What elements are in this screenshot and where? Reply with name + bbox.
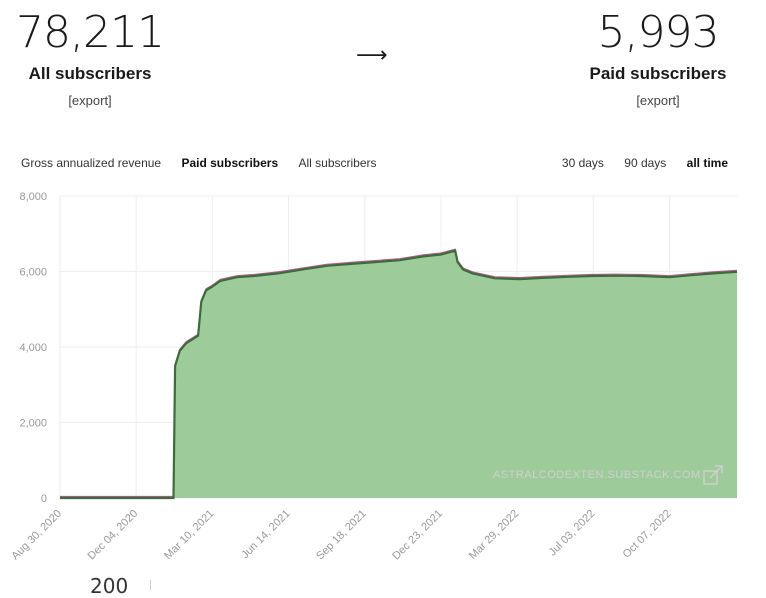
y-tick-label: 2,000: [19, 418, 47, 430]
x-tick-label: Sep 18, 2021: [314, 508, 369, 563]
x-tick-label: Mar 10, 2021: [162, 508, 216, 562]
tab-paid-subscribers[interactable]: Paid subscribers: [181, 156, 279, 170]
all-subscribers-stat: 78,211 All subscribers [export]: [0, 0, 200, 108]
tab-all-subscribers[interactable]: All subscribers: [298, 156, 377, 170]
paid-subscribers-stat: 5,993 Paid subscribers [export]: [548, 0, 766, 108]
paid-subscribers-count: 5,993: [597, 7, 720, 58]
chart-area-fill: [60, 250, 737, 498]
x-tick-label: Dec 04, 2020: [86, 508, 141, 563]
tab-30-days[interactable]: 30 days: [561, 156, 604, 170]
watermark-text: ASTRALCODEXTEN.SUBSTACK.COM: [493, 469, 701, 481]
lower-chart-tick-label: 200: [90, 574, 129, 598]
x-tick-label: Jun 14, 2021: [239, 508, 292, 561]
tab-gross-annualized-revenue[interactable]: Gross annualized revenue: [21, 156, 162, 170]
tab-90-days[interactable]: 90 days: [624, 156, 667, 170]
all-subscribers-count: 78,211: [16, 7, 165, 58]
paid-subscribers-chart: 0 2,000 4,000 6,000 8,000 Aug 30, 2020 Dec 04…: [9, 191, 738, 563]
x-tick-label: Mar 29, 2022: [467, 508, 521, 562]
all-subscribers-export-link[interactable]: [export]: [68, 93, 112, 108]
y-tick-label: 0: [41, 493, 47, 505]
all-subscribers-label: All subscribers: [28, 64, 152, 83]
tab-all-time[interactable]: all time: [686, 156, 728, 170]
paid-subscribers-label: Paid subscribers: [589, 64, 727, 83]
y-tick-label: 8,000: [19, 191, 47, 203]
chart-series-line: [60, 249, 738, 500]
x-tick-label: Jul 03, 2022: [547, 508, 598, 559]
external-link-icon[interactable]: [703, 465, 723, 485]
x-tick-label: Aug 30, 2020: [9, 508, 64, 563]
arrow-right-icon: ⟶: [356, 42, 388, 67]
y-tick-label: 4,000: [19, 342, 47, 354]
lower-chart-axis: [150, 580, 151, 590]
range-tabs: 30 days 90 days all time: [545, 156, 728, 170]
metric-tabs: Gross annualized revenue Paid subscriber…: [21, 156, 394, 170]
x-tick-label: Dec 23, 2021: [390, 508, 445, 563]
paid-subscribers-export-link[interactable]: [export]: [636, 93, 680, 108]
x-tick-label: Oct 07, 2022: [621, 508, 674, 561]
y-tick-label: 6,000: [19, 267, 47, 279]
